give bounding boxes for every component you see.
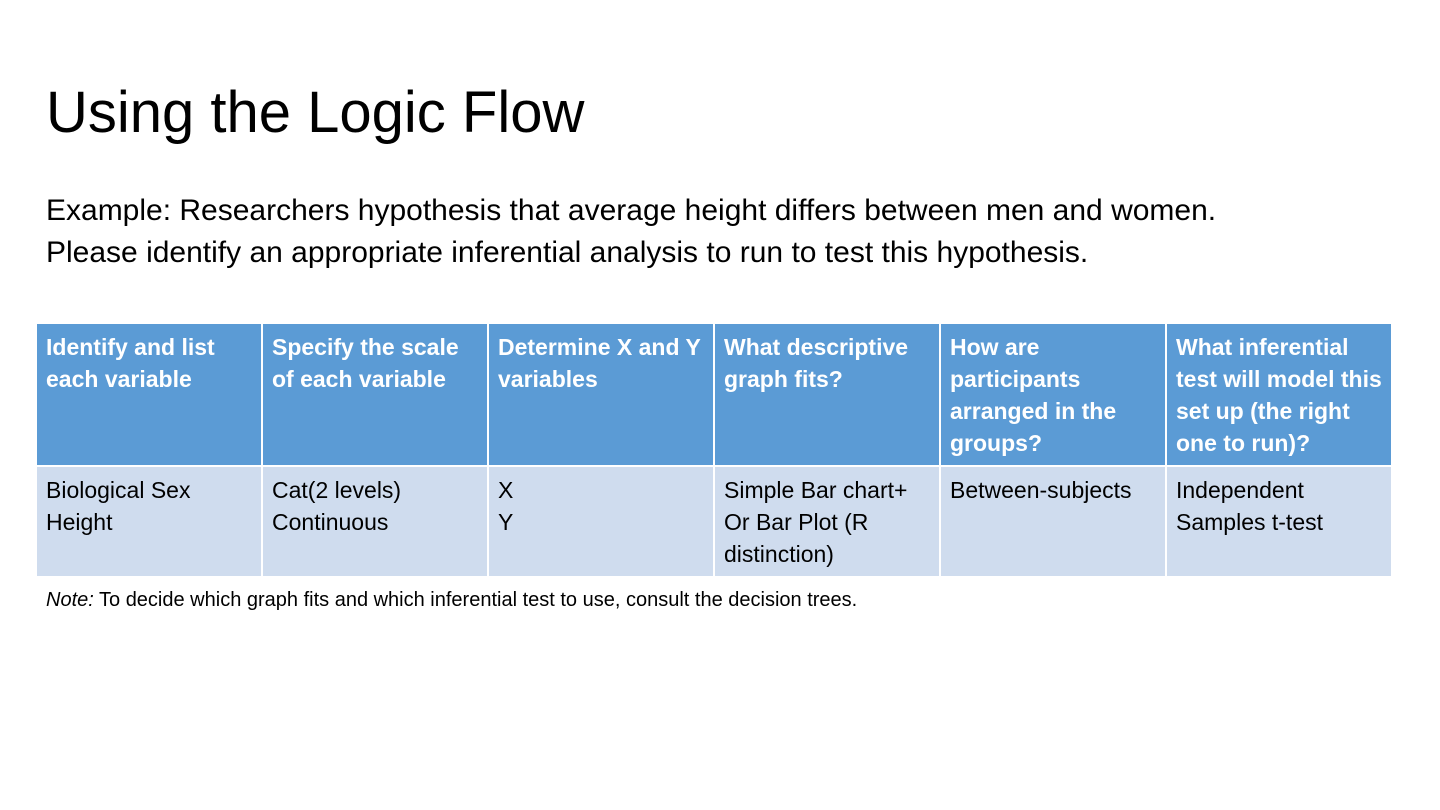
header-participant-arrangement: How are participants arranged in the gro… <box>939 322 1167 467</box>
example-line-2: Please identify an appropriate inferenti… <box>46 236 1089 269</box>
table-header-row: Identify and list each variable Specify … <box>35 322 1393 467</box>
cell-arrangement: Between-subjects <box>939 465 1167 578</box>
cell-xy: X Y <box>487 465 715 578</box>
example-text: Example: Researchers hypothesis that ave… <box>46 190 1406 274</box>
header-identify-variables: Identify and list each variable <box>35 322 263 467</box>
cell-line: Between-subjects <box>950 477 1132 503</box>
cell-line: Cat(2 levels) <box>272 477 402 503</box>
table-row: Biological Sex Height Cat(2 levels) Cont… <box>35 465 1393 578</box>
cell-graph: Simple Bar chart+ Or Bar Plot (R distinc… <box>713 465 941 578</box>
note-text: To decide which graph fits and which inf… <box>93 589 858 611</box>
cell-line: Biological Sex <box>46 477 191 503</box>
cell-line: Simple Bar chart+ Or Bar Plot (R distinc… <box>724 477 908 567</box>
header-descriptive-graph: What descriptive graph fits? <box>713 322 941 467</box>
cell-line: Height <box>46 509 113 535</box>
header-inferential-test: What inferential test will model this se… <box>1165 322 1393 467</box>
slide-title: Using the Logic Flow <box>46 80 585 145</box>
note-label: Note: <box>46 589 94 611</box>
cell-variables: Biological Sex Height <box>35 465 263 578</box>
cell-line: X <box>498 477 514 503</box>
logic-flow-table: Identify and list each variable Specify … <box>35 322 1393 578</box>
note: Note: To decide which graph fits and whi… <box>46 587 857 613</box>
cell-test: Independent Samples t-test <box>1165 465 1393 578</box>
example-line-1: Example: Researchers hypothesis that ave… <box>46 194 1217 227</box>
cell-line: Y <box>498 509 514 535</box>
cell-line: Continuous <box>272 509 389 535</box>
header-specify-scale: Specify the scale of each variable <box>261 322 489 467</box>
cell-line: Independent Samples t-test <box>1176 477 1323 535</box>
header-determine-xy: Determine X and Y variables <box>487 322 715 467</box>
cell-scales: Cat(2 levels) Continuous <box>261 465 489 578</box>
